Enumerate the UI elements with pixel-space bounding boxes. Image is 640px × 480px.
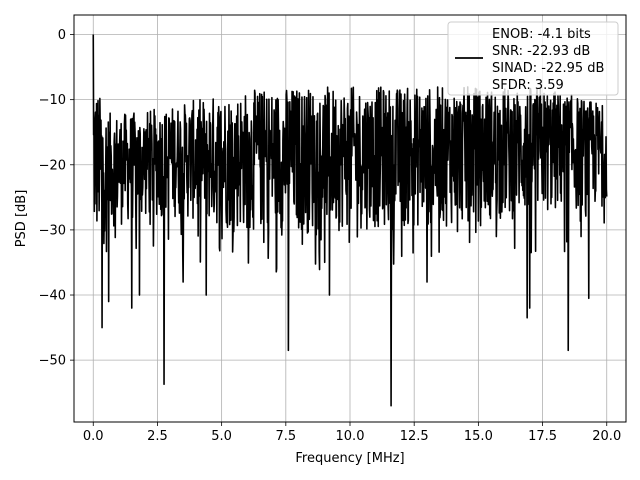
legend: ENOB: -4.1 bits SNR: -22.93 dB SINAD: -2…: [447, 21, 619, 96]
legend-line-sfdr: SFDR: 3.59: [492, 78, 564, 93]
plot-area: [92, 34, 608, 407]
x-axis-label: Frequency [MHz]: [295, 451, 404, 466]
legend-line-enob: ENOB: -4.1 bits: [492, 27, 591, 42]
y-tick-label: −50: [39, 354, 66, 369]
legend-line-sinad: SINAD: -22.95 dB: [492, 61, 604, 76]
x-tick-label: 20.0: [592, 429, 621, 444]
legend-box: [447, 21, 619, 96]
x-tick-label: 10.0: [336, 429, 365, 444]
x-tick-label: 17.5: [528, 429, 557, 444]
y-tick-label: 0: [58, 28, 66, 43]
x-tick-label: 15.0: [464, 429, 493, 444]
y-axis-ticks: 0 −10 −20 −30 −40 −50: [39, 28, 74, 369]
x-tick-label: 12.5: [400, 429, 429, 444]
y-tick-label: −40: [39, 289, 66, 304]
x-tick-label: 5.0: [211, 429, 232, 444]
x-tick-label: 0.0: [83, 429, 104, 444]
y-tick-label: −30: [39, 223, 66, 238]
psd-series-line: [92, 34, 608, 407]
x-tick-label: 2.5: [147, 429, 168, 444]
x-axis-ticks: 0.0 2.5 5.0 7.5 10.0 12.5 15.0 17.5 20.0: [83, 422, 621, 444]
y-axis-label: PSD [dB]: [14, 190, 29, 248]
legend-line-snr: SNR: -22.93 dB: [492, 44, 590, 59]
y-tick-label: −10: [39, 93, 66, 108]
y-tick-label: −20: [39, 158, 66, 173]
x-tick-label: 7.5: [275, 429, 296, 444]
series-layer: [92, 34, 608, 407]
